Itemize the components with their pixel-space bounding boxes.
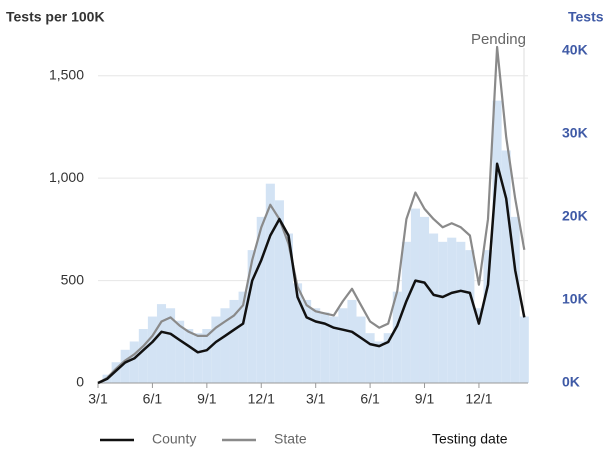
x-tick-label: 6/1 xyxy=(360,391,380,407)
bar xyxy=(447,237,457,383)
bar xyxy=(483,250,493,383)
bar xyxy=(338,308,348,383)
bar xyxy=(347,299,357,383)
x-axis-title: Testing date xyxy=(432,431,508,447)
bar xyxy=(184,329,194,383)
bar xyxy=(138,329,148,383)
bar xyxy=(147,316,157,383)
bar xyxy=(211,316,221,383)
y-axis-title: Tests per 100K xyxy=(6,9,105,25)
y-tick-label: 0 xyxy=(76,374,84,390)
line-series xyxy=(97,162,526,385)
line-series xyxy=(97,45,526,384)
bar xyxy=(311,308,321,383)
x-tick-label: 9/1 xyxy=(415,391,435,407)
y2-tick-label: 30K xyxy=(562,125,588,141)
bar xyxy=(356,316,366,383)
bar xyxy=(501,150,511,383)
bar xyxy=(410,208,420,383)
bar xyxy=(220,308,230,383)
x-tick-label: 12/1 xyxy=(465,391,492,407)
bar xyxy=(265,183,275,383)
bar xyxy=(401,241,411,383)
bar xyxy=(166,308,176,383)
y-tick-label: 1,000 xyxy=(49,169,84,185)
x-tick-label: 9/1 xyxy=(197,391,217,407)
y2-tick-label: 0K xyxy=(562,374,580,390)
bar xyxy=(175,320,185,383)
bar xyxy=(465,250,475,383)
y2-tick-label: 40K xyxy=(562,42,588,58)
bar xyxy=(283,233,294,383)
annotation: Pending xyxy=(471,31,526,48)
bar xyxy=(129,341,139,383)
y2-tick-label: 20K xyxy=(562,208,588,224)
bar xyxy=(456,241,466,383)
bar xyxy=(519,316,529,383)
y2-tick-label: 10K xyxy=(562,291,588,307)
bar xyxy=(202,329,212,383)
bar xyxy=(256,216,266,383)
x-tick-label: 3/1 xyxy=(88,391,108,407)
x-tick-label: 3/1 xyxy=(306,391,326,407)
bar xyxy=(374,341,384,383)
bar xyxy=(302,299,312,383)
bar xyxy=(320,312,330,383)
bar xyxy=(229,299,239,383)
bar xyxy=(474,308,484,383)
bar xyxy=(365,333,375,383)
legend-label: State xyxy=(274,431,307,447)
bar xyxy=(120,349,130,383)
bar xyxy=(156,304,167,383)
bar xyxy=(438,241,448,383)
bar xyxy=(238,291,248,383)
x-tick-label: 12/1 xyxy=(248,391,275,407)
bar xyxy=(429,233,439,383)
y-tick-label: 500 xyxy=(61,271,85,287)
bar xyxy=(329,316,339,383)
bar xyxy=(293,283,303,383)
bar xyxy=(274,200,284,383)
bar xyxy=(510,216,520,383)
bar xyxy=(111,362,121,383)
legend-label: County xyxy=(152,431,196,447)
y-tick-label: 1,500 xyxy=(49,66,84,82)
x-tick-label: 6/1 xyxy=(143,391,163,407)
y2-axis-title: Tests xyxy=(568,9,604,25)
bar xyxy=(392,291,402,383)
bar xyxy=(247,250,257,383)
bar xyxy=(193,333,203,383)
bar xyxy=(419,216,430,383)
bar xyxy=(492,100,502,383)
bar xyxy=(383,333,393,383)
